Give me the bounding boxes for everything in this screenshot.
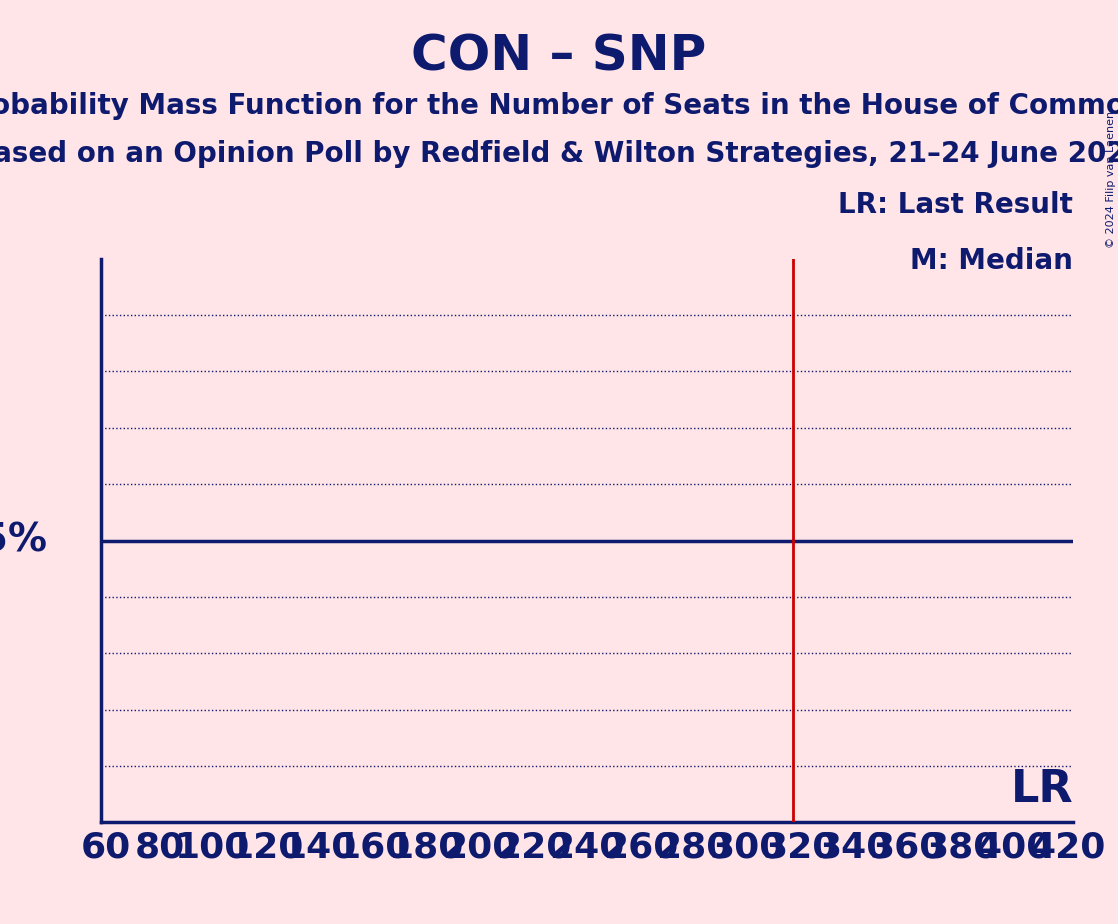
Text: CON – SNP: CON – SNP <box>411 32 707 80</box>
Text: Based on an Opinion Poll by Redfield & Wilton Strategies, 21–24 June 2024: Based on an Opinion Poll by Redfield & W… <box>0 140 1118 168</box>
Text: M: Median: M: Median <box>910 248 1073 275</box>
Text: 5%: 5% <box>0 521 47 560</box>
Text: Probability Mass Function for the Number of Seats in the House of Commons: Probability Mass Function for the Number… <box>0 92 1118 120</box>
Text: © 2024 Filip van Laenen: © 2024 Filip van Laenen <box>1106 111 1116 248</box>
Text: LR: Last Result: LR: Last Result <box>838 191 1073 219</box>
Text: LR: LR <box>1011 768 1073 811</box>
